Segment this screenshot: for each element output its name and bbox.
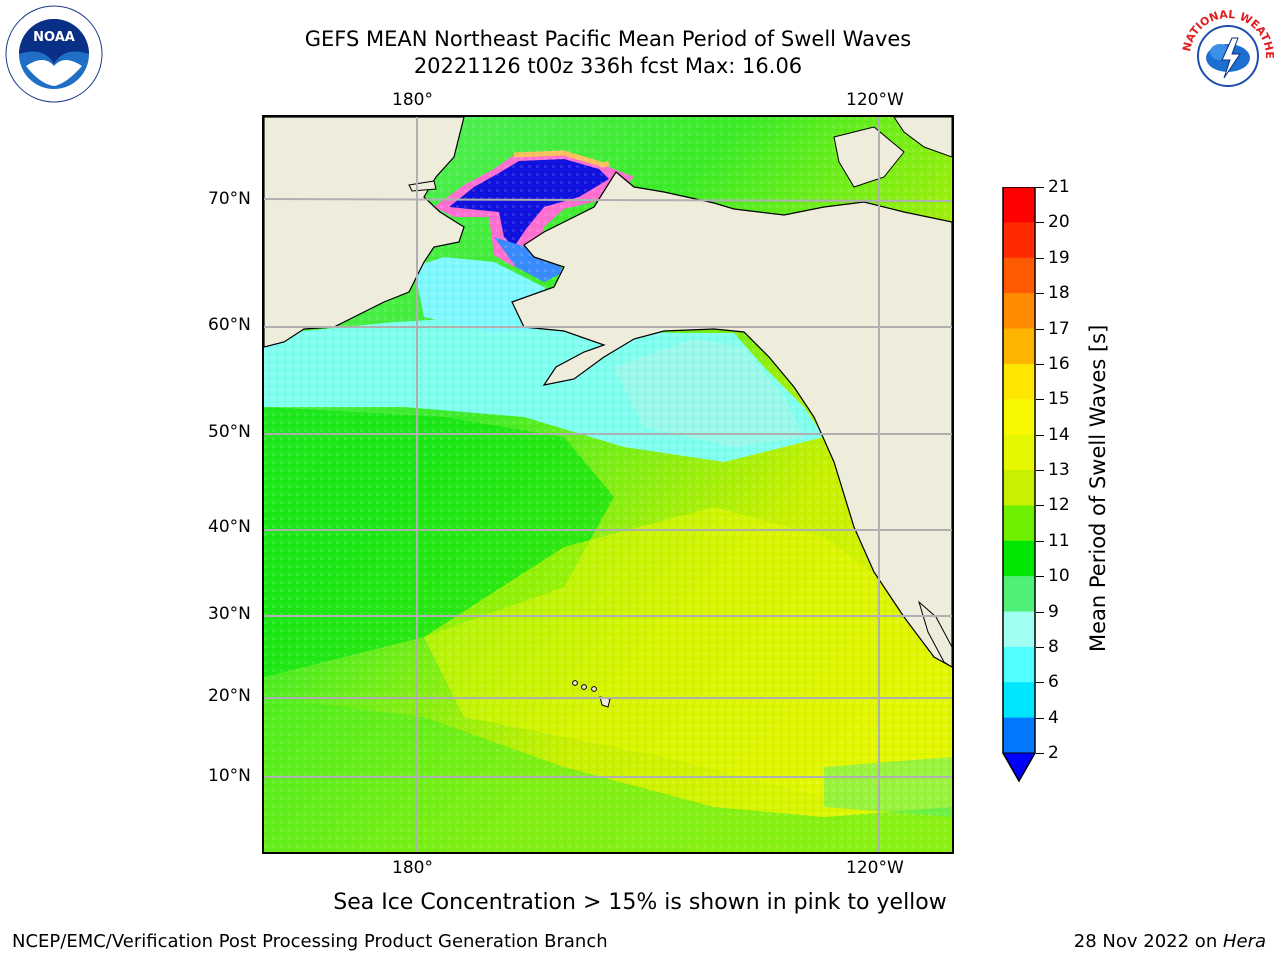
colorbar-tick-mark	[1036, 470, 1044, 471]
colorbar-segment	[1003, 540, 1035, 577]
lat-label-60n: 60°N	[208, 315, 251, 335]
colorbar-tick-label: 8	[1048, 636, 1059, 657]
chart-title: GEFS MEAN Northeast Pacific Mean Period …	[304, 27, 912, 51]
colorbar-tick-mark	[1036, 187, 1044, 188]
colorbar-tick-label: 14	[1048, 424, 1070, 445]
footer-right: 28 Nov 2022 on Hera	[1074, 931, 1266, 952]
colorbar-svg	[1002, 186, 1036, 783]
colorbar-segment	[1003, 646, 1035, 683]
land-hawaii-island-3	[591, 686, 597, 692]
colorbar-tick-mark	[1036, 540, 1044, 542]
colorbar-segment	[1003, 682, 1035, 719]
lon-label-bottom-120w: 120°W	[846, 858, 904, 878]
colorbar-segment	[1003, 328, 1035, 365]
colorbar-segment	[1003, 293, 1035, 329]
colorbar-segment	[1003, 257, 1035, 294]
colorbar-extend-arrow	[1002, 752, 1036, 783]
land-wrangel-island	[408, 180, 437, 192]
colorbar-segment	[1003, 187, 1035, 223]
colorbar-tick-label: 6	[1048, 672, 1059, 693]
colorbar-tick-label: 15	[1048, 389, 1070, 410]
colorbar-tick-label: 4	[1048, 707, 1059, 728]
colorbar-segment	[1003, 611, 1035, 648]
lat-label-30n: 30°N	[208, 604, 251, 624]
colorbar-tick-mark	[1036, 434, 1044, 436]
lon-label-top-120w: 120°W	[846, 90, 904, 110]
parallel-70n	[264, 198, 952, 202]
sea-ice-note: Sea Ice Concentration > 15% is shown in …	[333, 890, 947, 915]
lat-label-70n: 70°N	[208, 189, 251, 209]
colorbar-segment	[1003, 434, 1035, 471]
colorbar-tick-mark	[1036, 611, 1044, 613]
colorbar-tick-mark	[1036, 753, 1044, 754]
colorbar-title: Mean Period of Swell Waves [s]	[1086, 324, 1110, 652]
colorbar-tick-mark	[1036, 682, 1044, 684]
colorbar-tick-mark	[1036, 222, 1044, 224]
colorbar-tick-mark	[1036, 363, 1044, 365]
colorbar-tick-mark	[1036, 328, 1044, 330]
land-hawaii-island-1	[572, 680, 578, 686]
colorbar-tick-label: 9	[1048, 601, 1059, 622]
colorbar-tick-labels: 21 20 19 18 17 16 15 14 13 12 11 10 9 8 6 4 2	[1036, 177, 1108, 777]
colorbar-outline	[1002, 186, 1036, 783]
lat-label-50n: 50°N	[208, 422, 251, 442]
map-panel	[262, 115, 954, 854]
footer-left: NCEP/EMC/Verification Post Processing Pr…	[12, 931, 608, 952]
colorbar-tick-label: 17	[1048, 318, 1070, 339]
lon-label-top-180: 180°	[392, 90, 433, 110]
colorbar-tick-mark	[1036, 576, 1044, 578]
noaa-logo: NOAA	[4, 4, 104, 104]
lon-label-bottom-180: 180°	[392, 858, 433, 878]
colorbar-tick-label: 10	[1048, 566, 1070, 587]
colorbar-segment	[1003, 505, 1035, 542]
colorbar-tick-mark	[1036, 717, 1044, 719]
land-arctic-island-2	[893, 117, 952, 158]
colorbar-tick-mark	[1036, 257, 1044, 259]
chart-subtitle: 20221126 t00z 336h fcst Max: 16.06	[413, 54, 803, 78]
colorbar-tick-label: 16	[1048, 353, 1070, 374]
colorbar-segment	[1003, 470, 1035, 506]
land-arctic-island-1	[833, 126, 905, 188]
lat-label-20n: 20°N	[208, 686, 251, 706]
colorbar-tick-label: 20	[1048, 212, 1070, 233]
colorbar-segment	[1003, 576, 1035, 612]
map-svg	[264, 117, 952, 852]
colorbar-tick-mark	[1036, 505, 1044, 507]
lat-label-40n: 40°N	[208, 517, 251, 537]
colorbar-tick-mark	[1036, 399, 1044, 401]
colorbar-segment	[1003, 717, 1035, 754]
svg-text:NOAA: NOAA	[33, 30, 75, 45]
nws-logo: NATIONAL WEATHER SERVICE	[1176, 0, 1276, 104]
land-siberia	[264, 117, 465, 348]
colorbar-segment	[1003, 363, 1035, 400]
footer-machine: Hera	[1222, 931, 1266, 952]
colorbar-tick-mark	[1036, 646, 1044, 648]
graticule	[264, 117, 952, 852]
colorbar-tick-label: 11	[1048, 530, 1070, 551]
land-hawaii-island-2	[581, 684, 587, 690]
colorbar-tick-label: 2	[1048, 743, 1059, 763]
footer-date: 28 Nov 2022 on	[1073, 931, 1223, 952]
colorbar-segment	[1003, 399, 1035, 436]
colorbar	[1002, 186, 1036, 783]
colorbar-tick-label: 21	[1048, 177, 1070, 197]
colorbar-tick-label: 18	[1048, 283, 1070, 304]
colorbar-tick-label: 19	[1048, 247, 1070, 268]
colorbar-tick-mark	[1036, 293, 1044, 295]
land-alaska	[511, 171, 952, 668]
colorbar-tick-label: 12	[1048, 495, 1070, 516]
lat-label-10n: 10°N	[208, 766, 251, 786]
colorbar-segment	[1003, 222, 1035, 259]
colorbar-tick-label: 13	[1048, 460, 1070, 480]
